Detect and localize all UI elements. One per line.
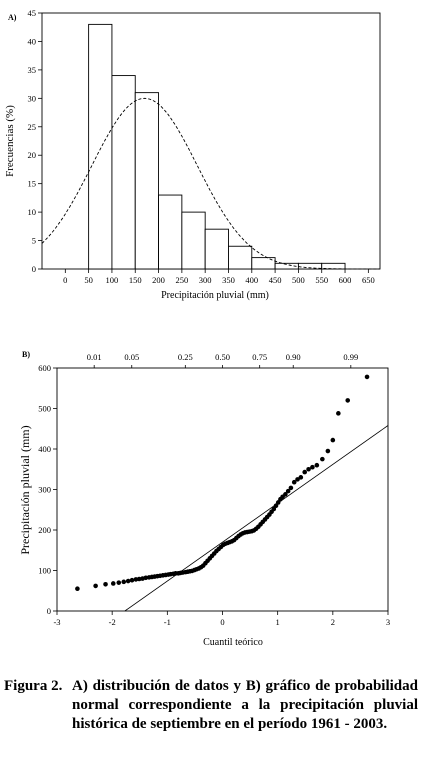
- data-point: [129, 577, 135, 583]
- x-tick-label: 500: [292, 275, 305, 285]
- top-tick-label: 0.75: [252, 352, 267, 362]
- top-tick-label: 0.50: [215, 352, 230, 362]
- top-tick-label: 0.01: [87, 352, 102, 362]
- histogram-bar: [321, 262, 346, 270]
- data-point: [75, 586, 80, 592]
- x-tick-label: -3: [53, 617, 60, 627]
- data-point: [314, 462, 320, 468]
- data-point: [121, 579, 127, 585]
- histogram-bar: [111, 75, 136, 270]
- top-tick-label: 0.90: [286, 352, 301, 362]
- x-tick-label: 400: [245, 275, 258, 285]
- y-tick-label: 500: [38, 404, 51, 414]
- data-point: [285, 488, 291, 494]
- histogram-bar: [134, 92, 160, 270]
- x-tick-label: 300: [199, 275, 212, 285]
- x-tick-label: 1: [276, 617, 280, 627]
- x-tick-label: 650: [362, 275, 375, 285]
- histogram-panel: A) 0 50 100 150 200 250 300 350 400 450 500 550 600 6…: [4, 8, 381, 301]
- histogram-bar: [158, 194, 183, 270]
- data-point: [271, 506, 277, 512]
- data-point: [336, 411, 341, 416]
- data-point: [116, 580, 122, 585]
- x-tick-label: 600: [339, 275, 352, 285]
- data-point: [302, 469, 307, 475]
- x-tick-label: 150: [129, 275, 142, 285]
- caption-label: Figura 2.: [4, 678, 63, 694]
- data-point: [125, 578, 131, 584]
- histogram-y-axis-title: Frecuencias (%): [4, 105, 16, 177]
- data-point: [110, 581, 116, 586]
- qq-y-axis-title: Precipitación pluvial (mm): [18, 425, 32, 554]
- top-tick-label: 0.05: [124, 352, 139, 362]
- y-tick-label: 20: [28, 150, 37, 160]
- y-tick-label: 40: [28, 36, 37, 46]
- y-tick-label: 100: [38, 566, 51, 576]
- histogram-bar: [204, 228, 229, 270]
- x-tick-label: 100: [106, 275, 119, 285]
- top-tick-label: 0.99: [343, 352, 358, 362]
- histogram-bar: [228, 245, 253, 270]
- y-tick-label: 15: [28, 179, 37, 189]
- data-point: [283, 492, 288, 497]
- data-point: [320, 456, 325, 462]
- data-point: [298, 475, 304, 480]
- y-tick-label: 0: [47, 606, 51, 616]
- data-point: [288, 485, 294, 491]
- y-tick-label: 35: [28, 65, 37, 75]
- data-point: [310, 464, 315, 470]
- qq-x-axis-title: Cuantil teórico: [203, 637, 263, 648]
- y-tick-label: 300: [38, 485, 51, 495]
- x-tick-label: 0: [63, 275, 67, 285]
- normal-probability-plot-panel: B) -3 -2 -1 0 1 2 3 0 100 200 300 400 500 600 0.01 0.05…: [18, 350, 390, 648]
- x-tick-label: 2: [331, 617, 335, 627]
- data-point: [364, 374, 370, 380]
- y-tick-label: 30: [28, 93, 37, 103]
- data-point: [291, 479, 297, 485]
- histogram-bar: [181, 211, 206, 270]
- data-point: [295, 477, 300, 482]
- x-tick-label: 50: [84, 275, 93, 285]
- histogram-bar: [88, 23, 113, 270]
- data-point: [325, 448, 331, 454]
- x-tick-label: 450: [269, 275, 282, 285]
- qq-plot-frame: [56, 367, 389, 612]
- x-tick-label: 0: [220, 617, 224, 627]
- y-tick-label: 25: [28, 122, 37, 132]
- data-point: [330, 437, 336, 443]
- x-tick-label: 250: [175, 275, 188, 285]
- data-point: [273, 503, 279, 509]
- panel-label-a: A): [8, 13, 17, 22]
- y-tick-label: 0: [32, 264, 36, 274]
- y-tick-label: 200: [38, 525, 51, 535]
- x-tick-label: 200: [152, 275, 165, 285]
- data-point: [103, 581, 108, 587]
- data-point: [93, 583, 98, 589]
- data-point: [345, 398, 351, 403]
- top-tick-label: 0.25: [178, 352, 193, 362]
- reference-line: [124, 425, 389, 612]
- data-point: [306, 466, 311, 472]
- x-tick-label: 550: [315, 275, 328, 285]
- y-tick-label: 10: [28, 207, 37, 217]
- x-tick-label: 350: [222, 275, 235, 285]
- x-tick-label: 3: [386, 617, 390, 627]
- y-tick-label: 5: [32, 236, 36, 246]
- y-tick-label: 600: [38, 363, 51, 373]
- panel-label-b: B): [22, 350, 30, 359]
- y-tick-label: 45: [28, 8, 37, 18]
- histogram-x-axis-title: Precipitación pluvial (mm): [161, 290, 269, 301]
- normal-curve: [41, 97, 380, 270]
- x-tick-label: -2: [109, 617, 116, 627]
- y-tick-label: 400: [38, 444, 51, 454]
- caption-text: A) distribución de datos y B) gráfico de…: [72, 678, 418, 732]
- data-point: [275, 500, 281, 505]
- x-tick-label: -1: [164, 617, 171, 627]
